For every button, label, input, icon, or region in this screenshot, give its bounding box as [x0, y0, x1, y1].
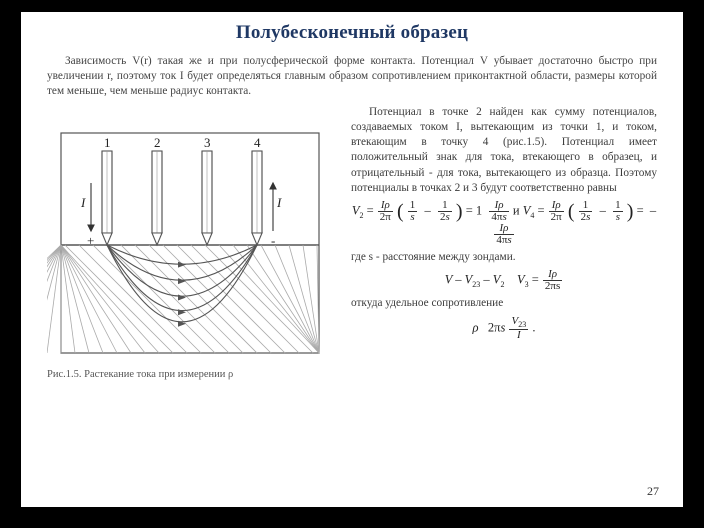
text-column: Потенциал в точке 2 найден как сумму пот…	[351, 105, 657, 380]
probe-diagram: 1 2 3 4 I + I -	[47, 105, 333, 361]
between-text: где s - расстояние между зондами.	[351, 250, 657, 265]
figure-column: 1 2 3 4 I + I - Рис.1.5. Растекание тока при и…	[47, 105, 335, 380]
figure-caption: Рис.1.5. Растекание тока при измерении ρ	[47, 369, 335, 380]
after-eq2: откуда удельное сопротивление	[351, 296, 657, 311]
svg-text:+: +	[87, 233, 94, 248]
paragraph-1: Потенциал в точке 2 найден как сумму пот…	[351, 105, 657, 197]
svg-text:-: -	[271, 233, 275, 248]
page-number: 27	[647, 484, 659, 499]
svg-text:3: 3	[204, 135, 211, 150]
svg-text:2: 2	[154, 135, 161, 150]
intro-paragraph: Зависимость V(r) такая же и при полусфер…	[47, 54, 657, 99]
equation-v23: V – V23 – V2 V3 = Iρ2πs	[351, 269, 657, 292]
slide: Полубесконечный образец Зависимость V(r)…	[21, 12, 683, 507]
equation-rho: ρ 2πs V23I .	[351, 316, 657, 341]
equation-v2-v4: V2 = Iρ2π ( 1s – 12s ) = 1 Iρ4πs и V4 = …	[351, 200, 657, 246]
svg-text:4: 4	[254, 135, 261, 150]
svg-text:I: I	[276, 195, 282, 210]
svg-text:1: 1	[104, 135, 111, 150]
page-title: Полубесконечный образец	[47, 22, 657, 44]
content-columns: 1 2 3 4 I + I - Рис.1.5. Растекание тока при и…	[47, 105, 657, 380]
svg-text:I: I	[80, 195, 86, 210]
